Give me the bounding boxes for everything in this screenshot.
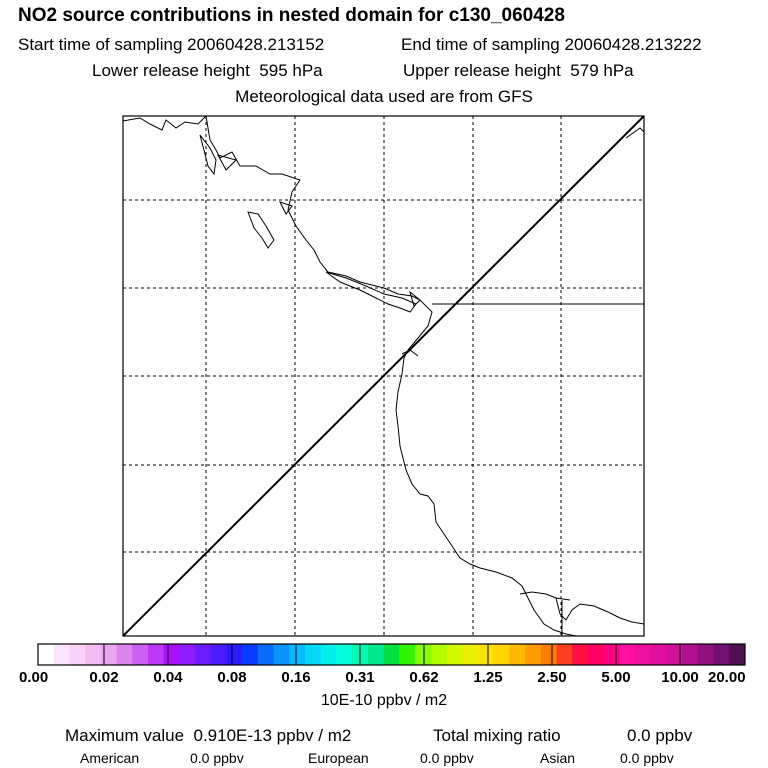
end-time: End time of sampling 20060428.213222 <box>401 35 702 55</box>
colorbar-tick-label: 0.31 <box>345 669 375 686</box>
colorbar-swatch <box>195 644 212 665</box>
total-mixing-ratio-value: 0.0 ppbv <box>627 726 693 745</box>
colorbar-tick-label: 5.00 <box>601 669 631 686</box>
colorbar-swatch <box>336 644 353 665</box>
colorbar-swatch <box>289 644 306 665</box>
colorbar-swatch <box>100 644 118 665</box>
upper-release-label: Upper release height <box>403 61 561 80</box>
colorbar-tick-label: 0.00 <box>19 669 49 686</box>
colorbar-swatch <box>226 644 243 665</box>
colorbar-swatch <box>572 644 589 665</box>
colorbar-swatch <box>273 644 290 665</box>
coastline <box>122 115 645 637</box>
colorbar-swatch <box>587 644 605 665</box>
upper-release-height: Upper release height 579 hPa <box>403 61 634 81</box>
colorbar-swatch <box>69 644 86 665</box>
european-value: 0.0 ppbv <box>420 750 474 766</box>
asian-label: Asian <box>540 750 576 766</box>
colorbar-tick-label: 0.16 <box>281 669 311 686</box>
american-label: American <box>80 750 140 766</box>
start-time: Start time of sampling 20060428.213152 <box>18 35 324 55</box>
maximum-value-number: 0.910E-13 ppbv / m2 <box>193 726 352 745</box>
european-label: European <box>308 750 369 766</box>
colorbar-swatch <box>493 644 510 665</box>
start-time-value: 20060428.213152 <box>187 35 325 54</box>
colorbar-swatch <box>697 644 715 665</box>
trajectory-line <box>122 115 645 637</box>
maximum-value-label: Maximum value <box>65 726 185 745</box>
maximum-value: Maximum value 0.910E-13 ppbv / m2 <box>65 726 351 746</box>
colorbar-tick-label: 0.04 <box>153 669 183 686</box>
colorbar-swatch <box>53 644 70 665</box>
colorbar-swatch <box>116 644 133 665</box>
colorbar-swatch <box>477 644 495 665</box>
colorbar-swatch <box>650 644 667 665</box>
total-mixing-ratio-label: Total mixing ratio <box>433 726 561 745</box>
colorbar-swatch <box>666 644 683 665</box>
colorbar-swatch <box>462 644 479 665</box>
colorbar-swatch <box>257 644 275 665</box>
american-value: 0.0 ppbv <box>190 750 244 766</box>
colorbar-units: 10E-10 ppbv / m2 <box>320 692 448 709</box>
lower-release-value: 595 hPa <box>259 61 323 80</box>
colorbar-swatch <box>383 644 400 665</box>
colorbar-tick-label: 0.08 <box>217 669 247 686</box>
colorbar-swatch <box>509 644 526 665</box>
colorbar-swatch <box>305 644 322 665</box>
colorbar-swatch <box>163 644 180 665</box>
colorbar-swatch <box>38 644 55 665</box>
colorbar <box>37 643 746 666</box>
start-time-label: Start time of sampling <box>18 35 183 54</box>
lower-release-height: Lower release height 595 hPa <box>92 61 323 81</box>
colorbar-swatch <box>430 644 447 665</box>
colorbar-swatch <box>603 644 620 665</box>
colorbar-swatch <box>525 644 542 665</box>
colorbar-swatch <box>415 644 432 665</box>
colorbar-swatch <box>540 644 557 665</box>
upper-release-value: 579 hPa <box>570 61 634 80</box>
colorbar-swatch <box>320 644 338 665</box>
colorbar-swatch <box>242 644 259 665</box>
colorbar-swatch <box>619 644 636 665</box>
colorbar-swatch <box>635 644 652 665</box>
colorbar-swatch <box>132 644 149 665</box>
colorbar-swatch <box>210 644 228 665</box>
colorbar-tick-label: 1.25 <box>473 669 503 686</box>
lat-lon-grid <box>123 116 644 636</box>
colorbar-swatch <box>682 644 699 665</box>
colorbar-border <box>37 643 746 666</box>
colorbar-tick-label: 2.50 <box>537 669 567 686</box>
colorbar-tick-label: 10.00 <box>661 669 699 686</box>
colorbar-swatch <box>556 644 573 665</box>
end-time-label: End time of sampling <box>401 35 560 54</box>
lower-release-label: Lower release height <box>92 61 250 80</box>
map-title: NO2 source contributions in nested domai… <box>18 5 565 26</box>
end-time-value: 20060428.213222 <box>564 35 702 54</box>
colorbar-swatch <box>713 644 730 665</box>
met-data-note: Meteorological data used are from GFS <box>235 87 533 106</box>
colorbar-swatch <box>179 644 196 665</box>
colorbar-swatch <box>85 644 102 665</box>
colorbar-swatch <box>367 644 385 665</box>
asian-value: 0.0 ppbv <box>620 750 674 766</box>
colorbar-swatch <box>147 644 165 665</box>
colorbar-swatch <box>729 644 746 665</box>
colorbar-tick-label: 0.02 <box>89 669 119 686</box>
colorbar-tick-label: 20.00 <box>708 669 746 686</box>
colorbar-swatch <box>399 644 416 665</box>
colorbar-swatch <box>446 644 463 665</box>
colorbar-tick-label: 0.62 <box>409 669 439 686</box>
